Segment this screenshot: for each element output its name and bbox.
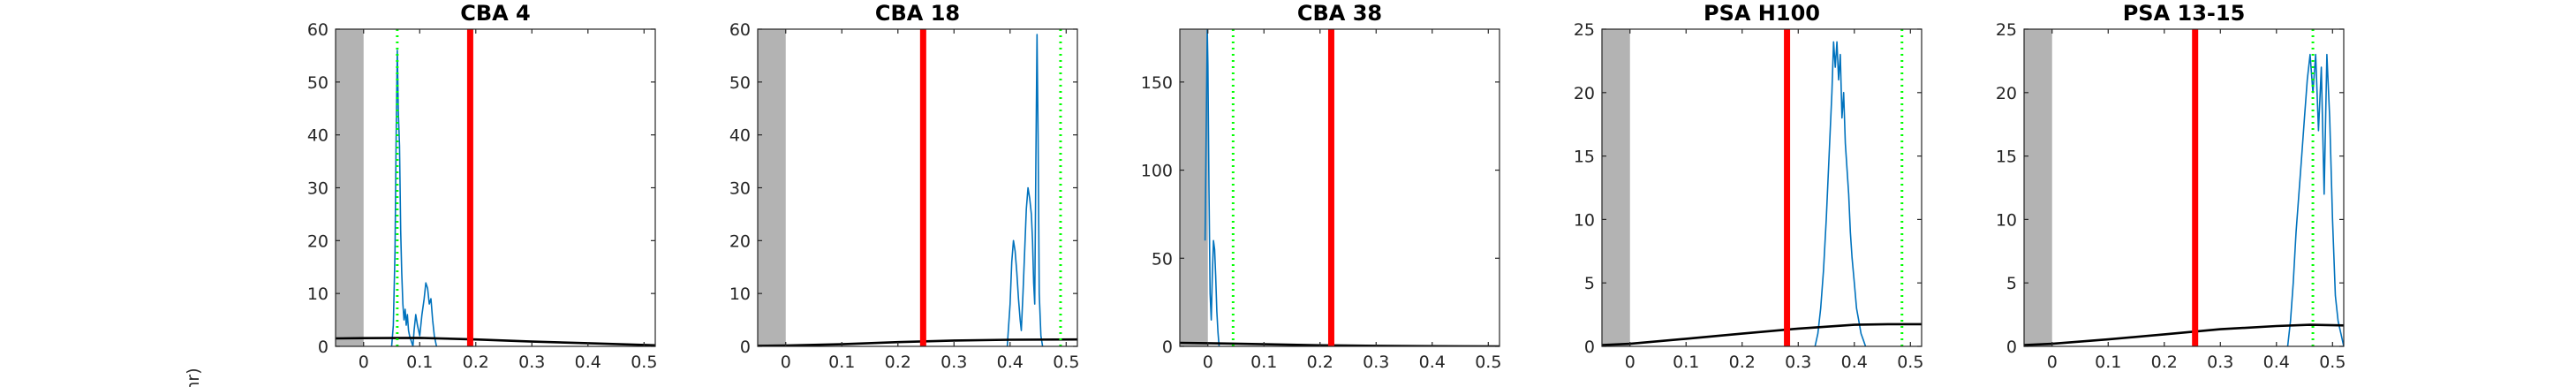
y-tick-label: 15	[1996, 148, 2017, 167]
x-tick-label: 0	[1625, 353, 1635, 372]
plot-area	[758, 29, 1077, 346]
plot-area	[1180, 29, 1500, 346]
x-tick-label: 0.3	[1785, 353, 1811, 372]
plot-area	[336, 29, 655, 346]
y-tick-label: 20	[1996, 84, 2017, 103]
y-tick-label: 0	[1162, 338, 1173, 357]
chart-title: PSA H100	[1703, 1, 1820, 26]
chart-panel-2: 0 0.1 0.2 0.3 0.4 0.5 0 10 20 30 40 50 60 CBA 18	[729, 1, 1080, 372]
y-tick-label: 25	[1574, 20, 1595, 40]
y-tick-label: 15	[1574, 148, 1595, 167]
x-tick-label: 0	[781, 353, 791, 372]
plot-area	[2024, 29, 2344, 346]
chart-title: CBA 38	[1297, 1, 1382, 26]
x-tick-label: 0.1	[1673, 353, 1699, 372]
y-tick-label: 150	[1141, 73, 1173, 93]
y-tick-label: 0	[2006, 338, 2017, 357]
shaded-region	[2024, 29, 2052, 346]
y-tick-label: 10	[1996, 210, 2017, 230]
data-trace	[2286, 53, 2344, 346]
chart-title: CBA 4	[460, 1, 531, 26]
x-tick-label: 0.2	[2151, 353, 2178, 372]
data-trace	[390, 49, 438, 346]
x-tick-label: 0.1	[828, 353, 855, 372]
y-tick-label: 30	[307, 179, 329, 199]
x-tick-label: 0.1	[406, 353, 433, 372]
x-tick-label: 0.5	[1053, 353, 1079, 372]
x-tick-label: 0	[359, 353, 369, 372]
shaded-region	[758, 29, 786, 346]
y-tick-label: 25	[1996, 20, 2017, 40]
x-tick-label: 0.5	[1897, 353, 1923, 372]
y-tick-label: 100	[1141, 162, 1173, 181]
chart-panel-4: 0 0.1 0.2 0.3 0.4 0.5 0 5 10 15 20 25 PSA H100	[1574, 1, 1924, 372]
data-trace	[1006, 34, 1044, 346]
shaded-region	[1180, 29, 1208, 346]
x-tick-label: 0.4	[997, 353, 1024, 372]
x-tick-label: 0.3	[941, 353, 967, 372]
x-tick-label: 0.2	[1307, 353, 1333, 372]
y-tick-label: 0	[318, 338, 329, 357]
shaded-region	[1602, 29, 1630, 346]
x-tick-label: 0.4	[575, 353, 601, 372]
x-tick-label: 0.5	[1475, 353, 1501, 372]
x-tick-label: 0.2	[885, 353, 911, 372]
y-tick-label: 50	[307, 73, 329, 93]
y-tick-label: 10	[1574, 210, 1595, 230]
x-tick-label: 0.3	[518, 353, 545, 372]
y-tick-label: 10	[729, 285, 751, 304]
axes-box	[1601, 28, 1923, 347]
x-tick-label: 0.4	[2263, 353, 2290, 372]
plot-content	[2024, 29, 2344, 346]
x-tick-label: 0.1	[1250, 353, 1277, 372]
chart-title: CBA 18	[875, 1, 960, 26]
chart-panel-5: 0 0.1 0.2 0.3 0.4 0.5 0 5 10 15 20 25 PSA 13-15	[1996, 1, 2346, 372]
y-tick-label: 50	[1152, 249, 1173, 269]
model-curve	[1602, 322, 1922, 346]
y-tick-label: 40	[729, 126, 751, 146]
x-tick-label: 0.3	[2207, 353, 2233, 372]
y-tick-label: 5	[1584, 274, 1595, 293]
y-tick-label: 40	[307, 126, 329, 146]
x-tick-label: 0.5	[2319, 353, 2346, 372]
chart-title: PSA 13-15	[2123, 1, 2246, 26]
y-tick-label: 0	[1584, 338, 1595, 357]
x-tick-label: 0.1	[2095, 353, 2121, 372]
y-tick-label: 0	[740, 338, 751, 357]
axes-box	[1179, 28, 1500, 347]
x-tick-label: 0	[2047, 353, 2058, 372]
y-tick-label: 20	[1574, 84, 1595, 103]
y-tick-label: 20	[307, 231, 329, 251]
y-tick-label: 5	[2006, 274, 2017, 293]
y-tick-label: 60	[729, 20, 751, 40]
y-tick-label: 50	[729, 73, 751, 93]
x-tick-label: 0.3	[1363, 353, 1389, 372]
axes-box	[2023, 28, 2345, 347]
plot-area	[1602, 29, 1922, 346]
data-trace	[1814, 41, 1867, 346]
x-tick-label: 0.2	[1729, 353, 1756, 372]
x-tick-label: 0.5	[631, 353, 657, 372]
data-trace	[1204, 29, 1220, 346]
plot-content	[1602, 29, 1922, 346]
y-tick-label: 10	[307, 285, 329, 304]
x-tick-label: 0	[1203, 353, 1213, 372]
y-tick-label: 20	[729, 231, 751, 251]
figure-ylabel: nr)	[184, 368, 203, 387]
shaded-region	[336, 29, 364, 346]
chart-panel-3: 0 0.1 0.2 0.3 0.4 0.5 0 50 100 150 CBA 38	[1141, 1, 1502, 372]
y-tick-label: 30	[729, 179, 751, 199]
x-tick-label: 0.4	[1419, 353, 1446, 372]
x-tick-label: 0.4	[1841, 353, 1868, 372]
x-tick-label: 0.2	[463, 353, 489, 372]
chart-panel-1: 0 0.1 0.2 0.3 0.4 0.5 0 10 20 30 40 50 60 CBA 4	[307, 1, 658, 372]
y-tick-label: 60	[307, 20, 329, 40]
